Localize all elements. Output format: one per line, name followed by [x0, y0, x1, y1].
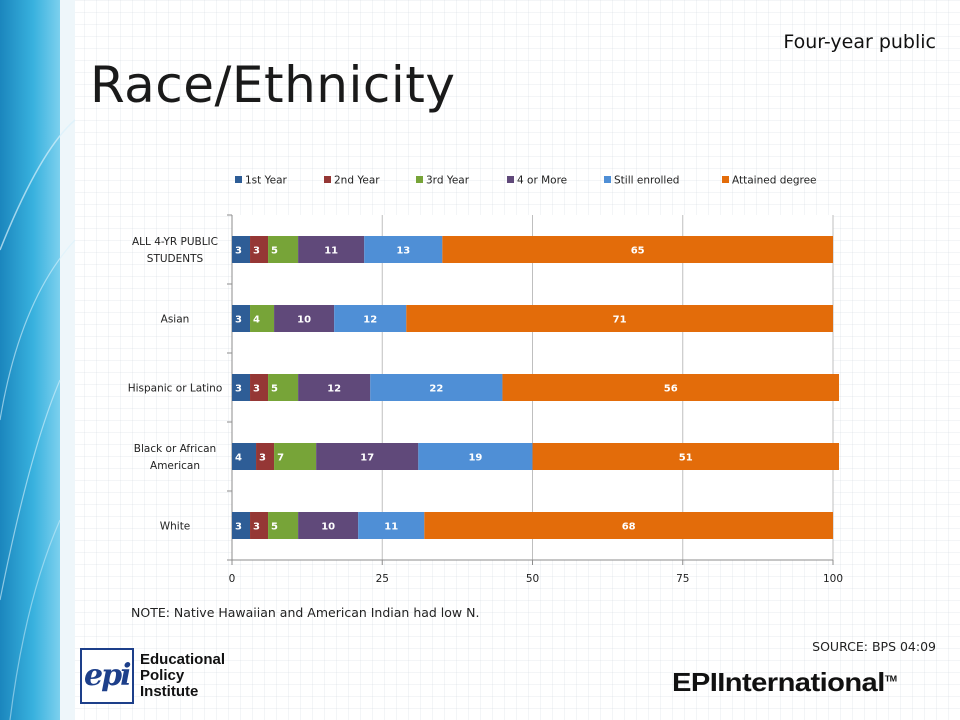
bar-1-4 [334, 305, 407, 332]
data-label-2-3: 12 [327, 384, 341, 395]
bar-0-1 [250, 236, 269, 263]
category-label-3-0: Black or African [134, 443, 216, 455]
data-label-1-0: 3 [235, 315, 242, 326]
data-label-3-2: 7 [277, 453, 284, 464]
legend-label-0: 1st Year [245, 175, 288, 187]
category-label-2-0: Hispanic or Latino [128, 383, 223, 395]
legend-swatch-3 [507, 176, 514, 183]
bar-4-2 [268, 512, 299, 539]
legend-swatch-5 [722, 176, 729, 183]
data-label-2-2: 5 [271, 384, 278, 395]
legend-label-5: Attained degree [732, 175, 817, 187]
x-tick-label-0: 0 [229, 573, 236, 585]
bar-2-0 [232, 374, 251, 401]
data-label-0-3: 11 [324, 246, 338, 257]
epi-logo-line-2: Policy [140, 667, 185, 684]
data-label-0-2: 5 [271, 246, 278, 257]
bar-4-5 [424, 512, 833, 539]
bar-1-3 [274, 305, 335, 332]
bar-1-0 [232, 305, 251, 332]
data-label-4-1: 3 [253, 522, 260, 533]
epi-logo-mark: epi [80, 648, 134, 704]
source-text: SOURCE: BPS 04:09 [812, 639, 936, 654]
data-label-4-5: 68 [622, 522, 636, 533]
bar-2-2 [268, 374, 299, 401]
slide-title: Race/Ethnicity [90, 56, 456, 114]
x-tick-label-2: 50 [526, 573, 539, 585]
data-label-3-4: 19 [468, 453, 482, 464]
legend-label-2: 3rd Year [426, 175, 470, 187]
bar-4-4 [358, 512, 425, 539]
x-tick-label-1: 25 [376, 573, 389, 585]
x-tick-label-4: 100 [823, 573, 843, 585]
data-label-3-3: 17 [360, 453, 374, 464]
data-label-2-5: 56 [664, 384, 678, 395]
category-label-4-0: White [160, 521, 191, 533]
data-label-3-1: 3 [259, 453, 266, 464]
bar-0-2 [268, 236, 299, 263]
bar-4-1 [250, 512, 269, 539]
bar-3-4 [418, 443, 533, 470]
legend-label-4: Still enrolled [614, 175, 679, 187]
data-label-0-4: 13 [396, 246, 410, 257]
bar-0-0 [232, 236, 251, 263]
bar-3-5 [532, 443, 840, 470]
data-label-2-0: 3 [235, 384, 242, 395]
epi-logo-mark-text: epi [84, 658, 131, 693]
data-label-3-0: 4 [235, 453, 242, 464]
bar-2-3 [298, 374, 371, 401]
bar-0-4 [364, 236, 443, 263]
epi-international-logo-a: EPI [672, 667, 718, 697]
bar-2-1 [250, 374, 269, 401]
category-label-3-1: American [150, 460, 200, 472]
legend-label-3: 4 or More [517, 175, 567, 187]
epi-international-logo-b: International [717, 667, 885, 697]
data-label-1-3: 10 [297, 315, 311, 326]
data-label-1-4: 12 [363, 315, 377, 326]
decorative-side-band [0, 0, 75, 720]
data-label-4-0: 3 [235, 522, 242, 533]
bar-4-3 [298, 512, 359, 539]
bar-0-3 [298, 236, 365, 263]
epi-international-logo-tm: TM [884, 674, 897, 684]
epi-logo-line-3: Institute [140, 683, 199, 700]
bar-3-3 [316, 443, 419, 470]
epi-logo-words: Educational Policy Institute [140, 652, 240, 700]
bar-3-0 [232, 443, 257, 470]
data-label-0-1: 3 [253, 246, 260, 257]
bar-4-0 [232, 512, 251, 539]
data-label-2-4: 22 [429, 384, 443, 395]
data-label-1-5: 71 [613, 315, 627, 326]
epi-international-logo: EPIInternationalTM [672, 667, 897, 698]
epi-logo: epi Educational Policy Institute [80, 648, 240, 706]
bar-2-5 [502, 374, 840, 401]
data-label-2-1: 3 [253, 384, 260, 395]
note-text: NOTE: Native Hawaiian and American India… [131, 605, 480, 620]
data-label-4-3: 10 [321, 522, 335, 533]
epi-logo-line-1: Educational [140, 651, 226, 668]
bar-1-5 [406, 305, 833, 332]
category-label-0-1: STUDENTS [147, 253, 204, 265]
data-label-4-4: 11 [384, 522, 398, 533]
data-label-1-2: 4 [253, 315, 260, 326]
data-label-3-5: 51 [679, 453, 693, 464]
legend-label-1: 2nd Year [334, 175, 380, 187]
data-label-0-0: 3 [235, 246, 242, 257]
data-label-0-5: 65 [631, 246, 645, 257]
data-label-4-2: 5 [271, 522, 278, 533]
slide-subtitle: Four-year public [783, 31, 936, 53]
bar-2-4 [370, 374, 503, 401]
bar-1-2 [250, 305, 275, 332]
x-tick-label-3: 75 [676, 573, 689, 585]
bar-3-2 [274, 443, 317, 470]
category-label-0-0: ALL 4-YR PUBLIC [132, 236, 218, 248]
legend-swatch-2 [416, 176, 423, 183]
legend-swatch-4 [604, 176, 611, 183]
category-label-1-0: Asian [161, 314, 190, 326]
bar-0-5 [442, 236, 833, 263]
legend-swatch-1 [324, 176, 331, 183]
bar-3-1 [256, 443, 275, 470]
legend-swatch-0 [235, 176, 242, 183]
